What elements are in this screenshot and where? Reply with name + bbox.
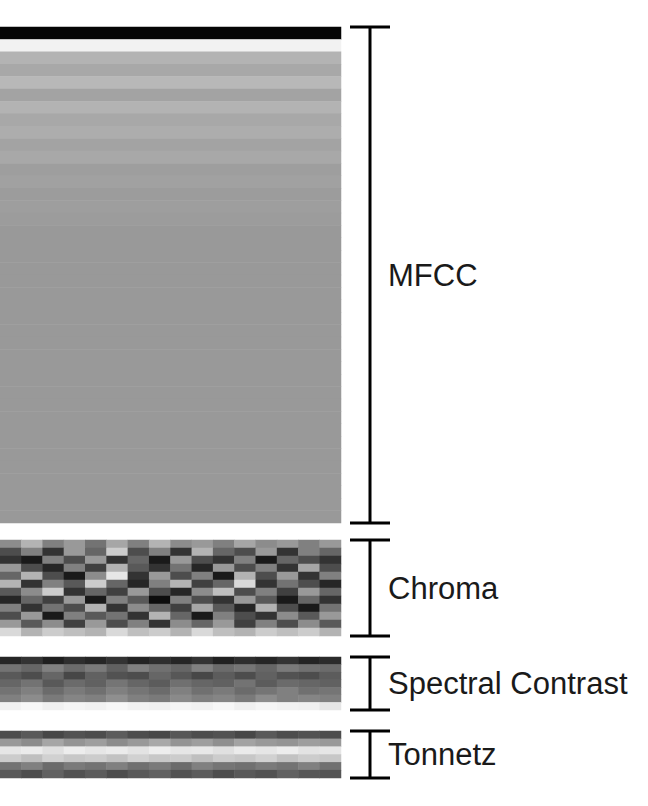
svg-text:Spectral Contrast: Spectral Contrast bbox=[388, 666, 628, 701]
svg-text:Tonnetz: Tonnetz bbox=[388, 737, 497, 772]
svg-text:Chroma: Chroma bbox=[388, 571, 499, 606]
svg-text:MFCC: MFCC bbox=[388, 258, 478, 293]
